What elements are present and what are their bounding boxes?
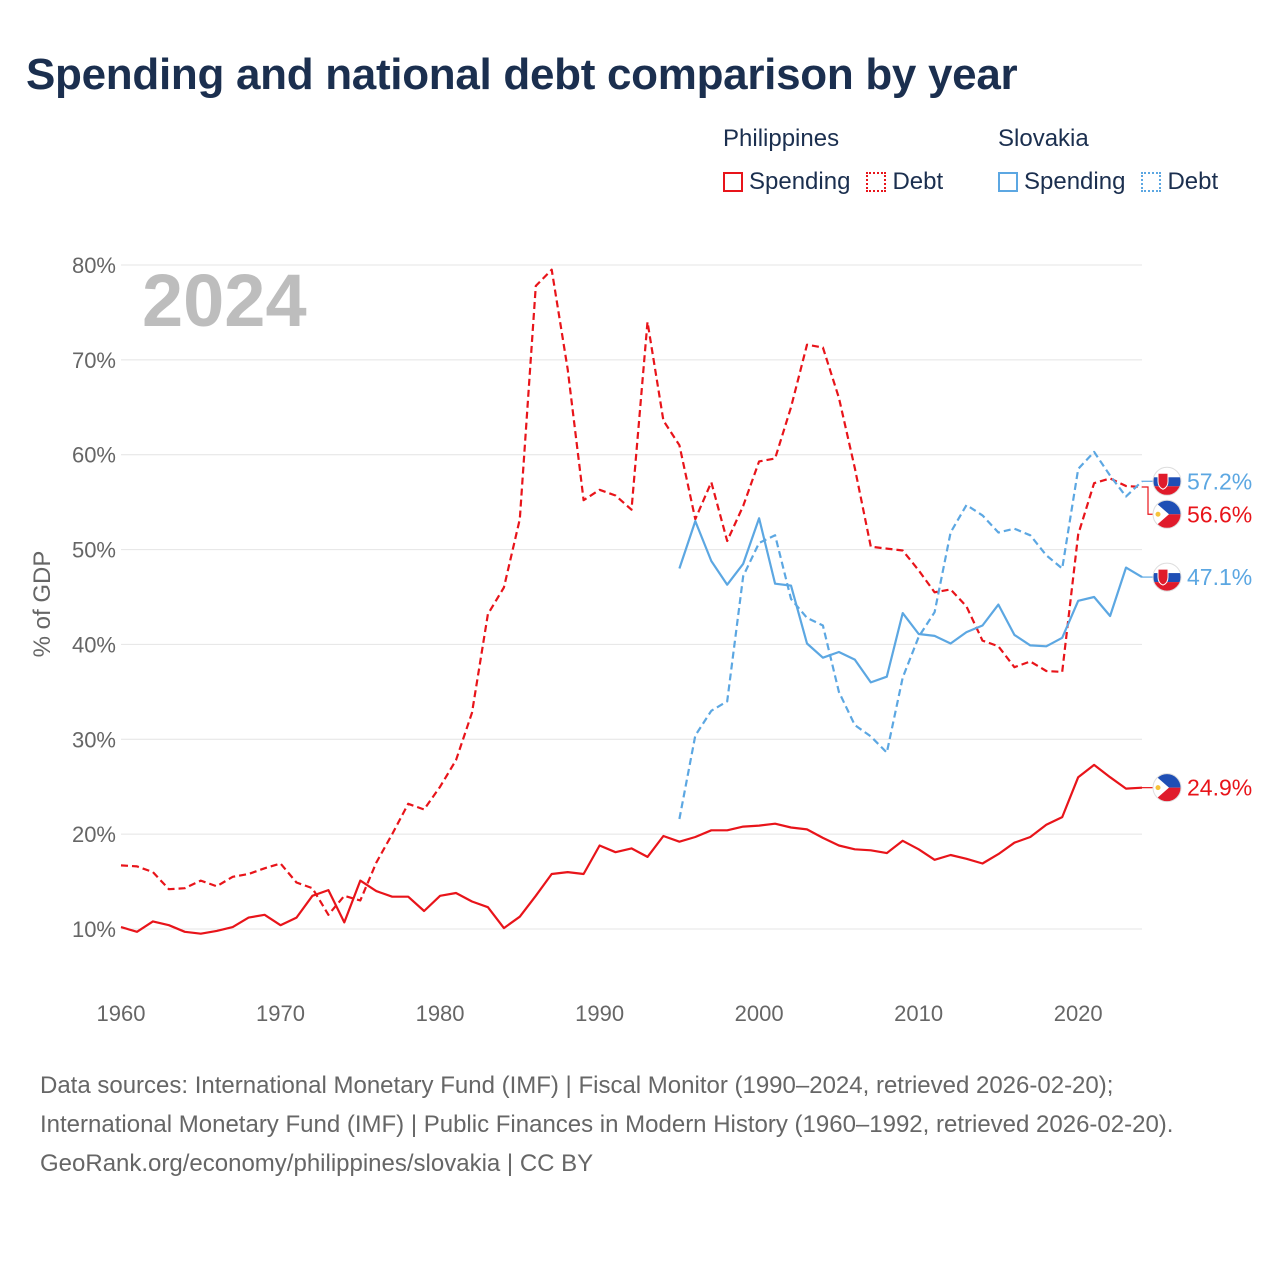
legend-label: Debt — [1167, 168, 1219, 195]
y-tick-label: 80% — [72, 253, 116, 278]
legend-slovakia-debt[interactable]: Debt — [1141, 168, 1218, 196]
solid-line-swatch-icon — [723, 172, 743, 192]
current-year-label: 2024 — [142, 259, 307, 342]
x-tick-label: 2010 — [894, 1001, 943, 1026]
legend-label: Spending — [749, 168, 851, 195]
y-tick-label: 30% — [72, 727, 116, 752]
legend-slovakia: Slovakia Spending Debt — [998, 124, 1218, 196]
y-axis-ticks: 10% 20% 30% 40% 50% 60% 70% 80% — [72, 253, 116, 942]
y-tick-label: 40% — [72, 632, 116, 657]
dotted-line-swatch-icon — [866, 172, 887, 192]
y-tick-label: 70% — [72, 348, 116, 373]
line-chart: 10% 20% 30% 40% 50% 60% 70% 80% 1960 1970 1980 199… — [29, 253, 1252, 1026]
y-tick-label: 20% — [72, 822, 116, 847]
y-axis-label: % of GDP — [29, 551, 56, 658]
x-axis-ticks: 1960 1970 1980 1990 2000 2010 2020 — [97, 1001, 1103, 1026]
slovakia-flag-icon — [1152, 466, 1182, 496]
legend-label: Spending — [1024, 168, 1126, 195]
x-tick-label: 1960 — [97, 1001, 146, 1026]
legend-philippines-title: Philippines — [723, 125, 840, 152]
legend-philippines: Philippines Spending Debt — [723, 124, 943, 196]
credit-link[interactable]: GeoRank.org/economy/philippines/slovakia… — [40, 1150, 594, 1177]
y-tick-label: 60% — [72, 443, 116, 468]
x-tick-label: 1980 — [416, 1001, 465, 1026]
philippines-flag-icon — [1152, 499, 1182, 529]
legend-philippines-spending[interactable]: Spending — [723, 168, 850, 196]
series-lines — [120, 268, 1143, 935]
solid-line-swatch-icon — [998, 172, 1018, 192]
x-tick-label: 1990 — [575, 1001, 624, 1026]
x-tick-label: 1970 — [256, 1001, 305, 1026]
slovakia-flag-icon — [1152, 562, 1182, 592]
label-connector — [1142, 486, 1153, 515]
end-labels: 57.2% 56.6% 47.1% 24.9% — [1187, 468, 1252, 800]
end-value-label: 56.6% — [1187, 501, 1252, 527]
y-tick-label: 50% — [72, 538, 116, 563]
y-tick-label: 10% — [72, 917, 116, 942]
philippines-flag-icon — [1152, 773, 1182, 803]
series-line-philippines-debt[interactable] — [120, 268, 1143, 916]
series-line-slovakia-spending[interactable] — [678, 517, 1143, 684]
dotted-line-swatch-icon — [1141, 172, 1162, 192]
data-sources: Data sources: International Monetary Fun… — [40, 1072, 1174, 1138]
legend-slovakia-spending[interactable]: Spending — [998, 168, 1125, 196]
end-value-label: 57.2% — [1187, 468, 1252, 494]
series-line-philippines-spending[interactable] — [120, 763, 1143, 935]
end-value-label: 47.1% — [1187, 564, 1252, 590]
end-label-connectors — [1142, 480, 1153, 789]
gridlines — [121, 264, 1142, 930]
legend-label: Debt — [892, 168, 944, 195]
chart-title: Spending and national debt comparison by… — [26, 50, 1018, 99]
x-tick-label: 2020 — [1054, 1001, 1103, 1026]
series-line-slovakia-debt[interactable] — [678, 450, 1143, 820]
legend-slovakia-title: Slovakia — [998, 125, 1089, 152]
legend-philippines-debt[interactable]: Debt — [866, 168, 943, 196]
end-flags — [1152, 466, 1182, 803]
x-tick-label: 2000 — [735, 1001, 784, 1026]
footer: Data sources: International Monetary Fun… — [40, 1066, 1240, 1183]
end-value-label: 24.9% — [1187, 775, 1252, 801]
